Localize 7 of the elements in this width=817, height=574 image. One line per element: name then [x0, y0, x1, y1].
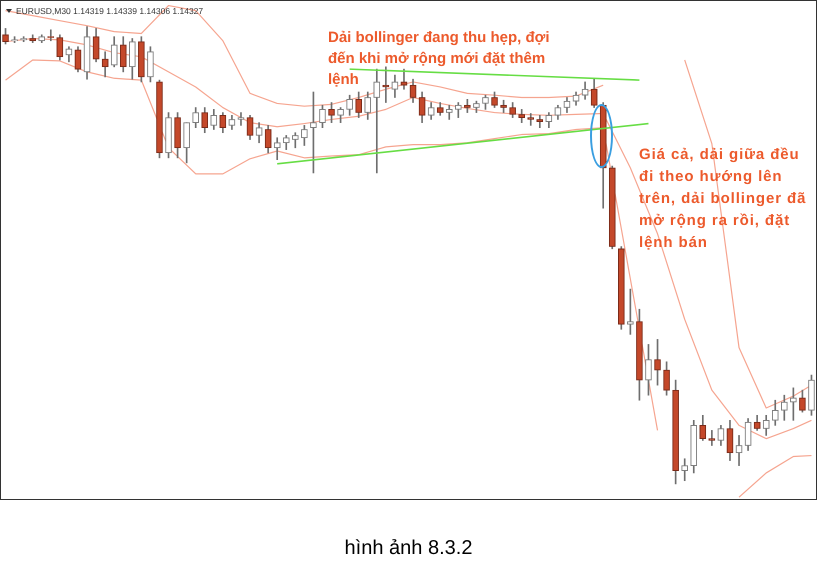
- text: EURUSD,M30 1.14319 1.14339 1.14306 1.14327: [16, 6, 204, 16]
- text: hình ảnh 8.3.2: [344, 537, 472, 559]
- annotation: Dải bollinger đang thu hẹp, đợi đến khi mở rộng mới đặt thêm lệnh: [328, 29, 550, 88]
- candlestick: [654, 339, 661, 386]
- annotation: Giá cả, dải giữa đều đi theo hướng lên trên, dải bollinger đã mở rộng ra rồi, đặt lệnh bán: [639, 146, 806, 251]
- candlestick: [238, 112, 244, 126]
- candlestick: [736, 435, 742, 466]
